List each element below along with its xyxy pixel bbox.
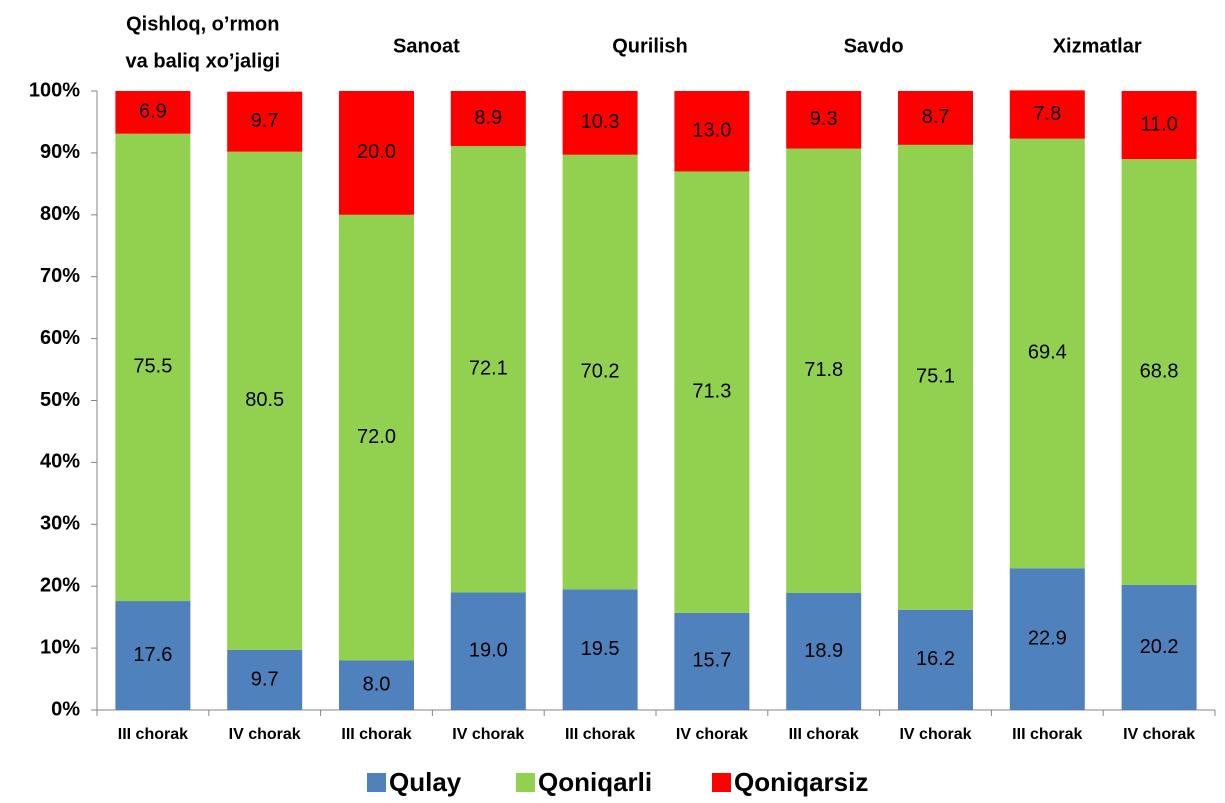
bar-segment (786, 91, 862, 149)
y-tick-label: 30% (40, 513, 80, 535)
group-label: Qishloq, o’rmon (126, 13, 279, 35)
data-label: 17.6 (133, 644, 172, 666)
data-label: 9.3 (810, 108, 838, 130)
data-label: 16.2 (916, 648, 955, 670)
x-tick-label: IV chorak (229, 726, 301, 743)
bar-segment (562, 589, 638, 710)
legend-swatch (367, 773, 386, 792)
bar-segment (1009, 138, 1085, 569)
data-label: 70.2 (581, 360, 620, 382)
data-label: 80.5 (245, 389, 284, 411)
x-tick-label: III chorak (1012, 726, 1082, 743)
bar-segment (898, 609, 973, 710)
y-tick-label: 60% (40, 327, 80, 349)
bar-segment (674, 171, 750, 613)
bar-segment (1121, 584, 1197, 710)
y-tick-label: 80% (40, 203, 80, 225)
data-label: 8.7 (922, 106, 950, 128)
bar-segment (227, 91, 303, 152)
data-label: 9.7 (251, 110, 279, 132)
x-tick-label: IV chorak (899, 726, 971, 743)
bar-segment (1121, 91, 1197, 160)
data-label: 22.9 (1028, 627, 1067, 649)
data-label: 13.0 (692, 120, 731, 142)
group-label: Savdo (844, 35, 904, 57)
y-tick-label: 0% (51, 698, 80, 720)
y-tick-label: 40% (40, 451, 80, 473)
bar-segment (450, 91, 526, 147)
legend-label: Qulay (389, 767, 462, 797)
bar-segment (562, 91, 638, 155)
bar-segment (450, 146, 526, 593)
data-label: 20.0 (357, 141, 396, 163)
data-label: 18.9 (804, 640, 843, 662)
x-tick-label: III chorak (789, 726, 859, 743)
bar-segment (674, 91, 750, 172)
data-label: 72.1 (469, 358, 508, 380)
bar-segment (1009, 568, 1085, 710)
x-tick-label: IV chorak (452, 726, 524, 743)
data-label: 9.7 (251, 668, 279, 690)
bar-segment (450, 592, 526, 710)
y-tick-label: 20% (40, 574, 80, 596)
bar-segment (1009, 90, 1085, 139)
y-tick-label: 70% (40, 265, 80, 287)
bar-segment (339, 91, 414, 215)
y-tick-label: 10% (40, 636, 80, 658)
bar-segment (339, 660, 414, 710)
bar-segment (115, 133, 191, 602)
bar-segment (674, 612, 750, 710)
x-tick-label: III chorak (565, 726, 635, 743)
bar-segment (227, 151, 303, 650)
data-label: 8.9 (474, 107, 502, 129)
data-label: 19.0 (469, 639, 508, 661)
y-tick-label: 50% (40, 389, 80, 411)
bar-segment (1121, 159, 1197, 585)
data-label: 7.8 (1033, 103, 1061, 125)
data-label: 15.7 (692, 650, 731, 672)
legend-swatch (516, 773, 535, 792)
data-label: 75.5 (133, 356, 172, 378)
bar-segment (562, 154, 638, 590)
x-tick-label: IV chorak (676, 726, 748, 743)
bar-segment (115, 601, 191, 710)
bar-segment (115, 91, 191, 134)
group-label: Sanoat (393, 35, 460, 57)
data-label: 20.2 (1140, 636, 1179, 658)
data-label: 75.1 (916, 366, 955, 388)
bar-segment (898, 91, 973, 145)
data-label: 11.0 (1140, 113, 1177, 135)
y-tick-label: 90% (40, 141, 80, 163)
legend-label: Qoniqarli (538, 767, 652, 797)
bar-segment (786, 593, 862, 710)
data-label: 71.8 (804, 359, 843, 381)
x-tick-label: IV chorak (1123, 726, 1195, 743)
group-label: va baliq xo’jaligi (126, 50, 281, 72)
legend-label: Qoniqarsiz (734, 767, 868, 797)
bar-segment (898, 144, 973, 610)
data-label: 6.9 (139, 101, 167, 123)
legend-swatch (712, 773, 731, 792)
data-label: 71.3 (692, 380, 731, 402)
x-tick-label: III chorak (341, 726, 411, 743)
data-label: 69.4 (1028, 342, 1067, 364)
data-label: 8.0 (363, 674, 391, 696)
data-label: 68.8 (1140, 360, 1179, 382)
bar-segment (227, 649, 303, 710)
data-label: 72.0 (357, 426, 396, 448)
y-tick-label: 100% (29, 79, 80, 101)
bar-segment (786, 148, 862, 594)
x-tick-label: III chorak (118, 726, 188, 743)
data-label: 19.5 (581, 638, 620, 660)
data-label: 10.3 (581, 111, 620, 133)
group-label: Xizmatlar (1053, 35, 1142, 57)
bar-segment (339, 214, 414, 661)
group-label: Qurilish (612, 35, 688, 57)
